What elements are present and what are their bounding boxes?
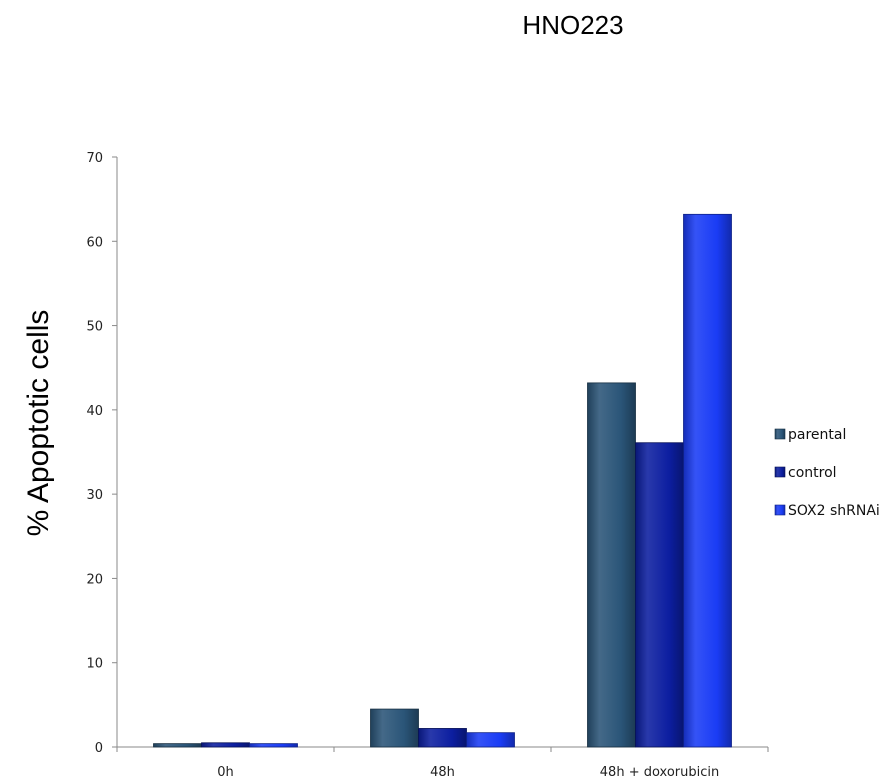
bar-control-0 bbox=[201, 742, 250, 748]
x-category-label: 48h bbox=[430, 765, 455, 780]
bar-parental-0 bbox=[153, 743, 202, 748]
y-tick-label: 10 bbox=[86, 657, 103, 672]
bar-sox2-shrnai-2 bbox=[683, 213, 732, 748]
bars bbox=[153, 213, 732, 748]
legend-label: SOX2 shRNAi bbox=[788, 503, 880, 519]
y-tick-label: 20 bbox=[86, 572, 103, 587]
x-category-label: 0h bbox=[217, 765, 234, 780]
bar-control-2 bbox=[635, 442, 684, 748]
y-axis-label: % Apoptotic cells bbox=[22, 310, 55, 537]
legend-swatch bbox=[774, 504, 786, 516]
legend: parental control SOX2 shRNAi bbox=[774, 427, 880, 519]
y-tick-label: 0 bbox=[95, 741, 103, 756]
axes: 0 10 20 30 40 50 60 70 0h 48h 48h + doxorubicin bbox=[86, 151, 769, 780]
legend-label: parental bbox=[788, 427, 846, 443]
y-tick-label: 30 bbox=[86, 488, 103, 503]
bar-sox2-shrnai-1 bbox=[466, 732, 515, 748]
legend-swatch bbox=[774, 428, 786, 440]
y-tick-label: 50 bbox=[86, 320, 103, 335]
x-category-label: 48h + doxorubicin bbox=[600, 765, 719, 780]
y-tick-label: 70 bbox=[86, 151, 103, 166]
bar-parental-1 bbox=[370, 708, 419, 748]
bar-sox2-shrnai-0 bbox=[249, 743, 298, 748]
chart-title: HNO223 bbox=[522, 10, 623, 40]
legend-label: control bbox=[788, 465, 837, 481]
bar-parental-2 bbox=[587, 382, 636, 748]
y-tick-label: 40 bbox=[86, 404, 103, 419]
legend-swatch bbox=[774, 466, 786, 478]
bar-control-1 bbox=[418, 728, 467, 748]
y-tick-label: 60 bbox=[86, 235, 103, 250]
